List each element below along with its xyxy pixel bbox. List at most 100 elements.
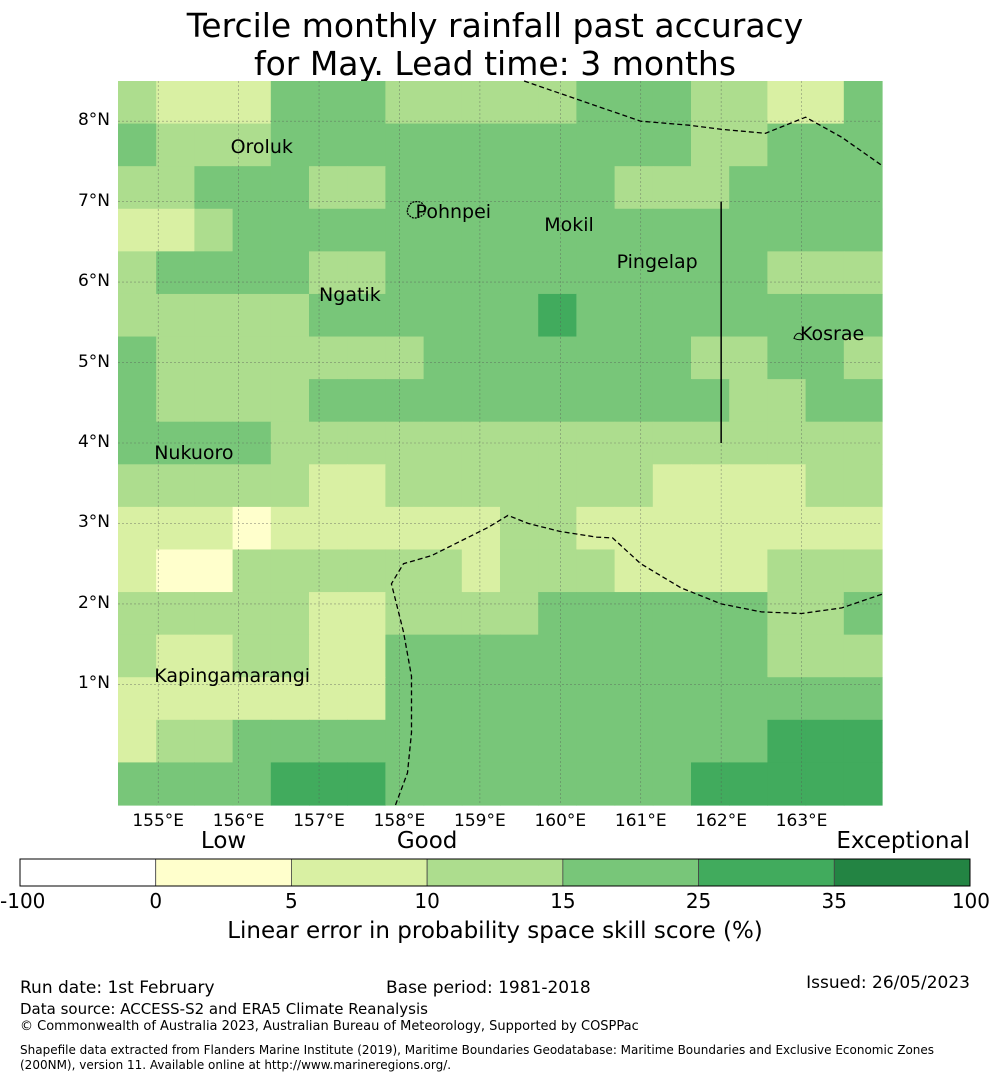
grid-cell: [767, 336, 807, 380]
lat-tick-label: 8°N: [77, 110, 110, 131]
grid-cell: [461, 634, 501, 678]
grid-cell: [614, 208, 654, 252]
grid-cell: [118, 677, 157, 721]
grid-cell: [691, 208, 730, 252]
colorbar-bin: [833, 858, 971, 887]
colorbar-tick-label: 5: [285, 889, 298, 913]
grid-cell: [385, 464, 425, 508]
grid-cell: [805, 464, 845, 508]
grid-cell: [538, 251, 577, 295]
grid-cell: [805, 506, 845, 551]
grid-cell: [500, 293, 539, 338]
grid-cell: [767, 762, 807, 806]
colorbar-tick-label: 25: [685, 889, 712, 913]
lat-tick-label: 5°N: [77, 351, 110, 372]
grid-cell: [461, 293, 501, 338]
colorbar-frame: [19, 858, 971, 887]
grid-cell: [118, 251, 157, 295]
grid-cell: [500, 166, 539, 210]
chart-title-line2: for May. Lead time: 3 months: [253, 44, 737, 83]
grid-cell: [309, 549, 348, 593]
grid-cell: [767, 634, 807, 678]
grid-cell: [767, 549, 807, 593]
grid-cell: [729, 592, 768, 636]
grid-cell: [652, 506, 692, 551]
grid-cell: [805, 677, 845, 721]
grid-cell: [347, 549, 386, 593]
grid-cell: [194, 293, 234, 338]
grid-cell: [309, 677, 348, 721]
grid-cell: [232, 719, 272, 764]
grid-cell: [309, 762, 348, 806]
grid-cell: [805, 208, 845, 252]
grid-cell: [576, 506, 616, 551]
grid-cell: [118, 549, 157, 593]
grid-cell: [614, 293, 654, 338]
grid-cell: [423, 677, 463, 721]
grid-cell: [270, 464, 310, 508]
grid-cell: [232, 81, 272, 125]
grid-cell: [500, 81, 539, 125]
grid-cell: [538, 379, 577, 423]
lat-tick-label: 1°N: [77, 673, 110, 694]
grid-cell: [232, 166, 272, 210]
grid-cell: [767, 464, 807, 508]
grid-cell: [805, 251, 845, 295]
grid-cell: [614, 81, 654, 125]
grid-cell: [156, 293, 195, 338]
grid-cell: [461, 464, 501, 508]
grid-cell: [270, 719, 310, 764]
grid-cell: [614, 719, 654, 764]
grid-cell: [309, 251, 348, 295]
grid-cell: [767, 123, 807, 167]
grid-cell: [538, 719, 577, 764]
grid-cell: [309, 634, 348, 678]
grid-cell: [423, 166, 463, 210]
lat-tick-label: 7°N: [77, 190, 110, 211]
grid-cell: [194, 81, 234, 125]
grid-cell: [309, 81, 348, 125]
grid-cell: [614, 464, 654, 508]
lon-tick-label: 163°E: [775, 811, 828, 831]
grid-cell: [843, 123, 883, 167]
grid-cell: [538, 81, 577, 125]
grid-cell: [270, 549, 310, 593]
grid-cell: [270, 379, 310, 423]
grid-cell: [156, 762, 195, 806]
grid-cell: [385, 251, 425, 295]
grid-cell: [691, 592, 730, 636]
grid-cell: [843, 592, 883, 636]
grid-cell: [347, 592, 386, 636]
lon-tick-label: 159°E: [454, 811, 506, 831]
colorbar-tick-label: 35: [821, 889, 847, 913]
grid-cell: [194, 123, 234, 167]
grid-cell: [652, 166, 692, 210]
grid-cell: [461, 719, 501, 764]
lon-tick-label: 161°E: [614, 811, 667, 831]
grid-cell: [461, 251, 501, 295]
grid-cell: [461, 379, 501, 423]
grid-cell: [347, 719, 386, 764]
grid-cell: [194, 719, 234, 764]
grid-cell: [576, 251, 616, 295]
grid-cell: [270, 123, 310, 167]
grid-cell: [156, 379, 195, 423]
grid-cell: [347, 379, 386, 423]
grid-cell: [576, 634, 616, 678]
island-label: Oroluk: [230, 136, 293, 159]
grid-cell: [156, 506, 195, 551]
island-label: Nukuoro: [154, 442, 234, 465]
lon-tick-label: 155°E: [132, 811, 185, 831]
grid-cell: [423, 719, 463, 764]
grid-cell: [576, 719, 616, 764]
grid-cell: [232, 464, 272, 508]
grid-cell: [691, 379, 730, 423]
grid-cell: [729, 549, 768, 593]
grid-cell: [843, 81, 883, 125]
lon-tick-label: 157°E: [293, 811, 345, 831]
grid-cell: [805, 421, 845, 465]
grid-cell: [576, 123, 616, 167]
colorbar-bin: [291, 858, 428, 887]
colorbar-bin: [426, 858, 564, 887]
